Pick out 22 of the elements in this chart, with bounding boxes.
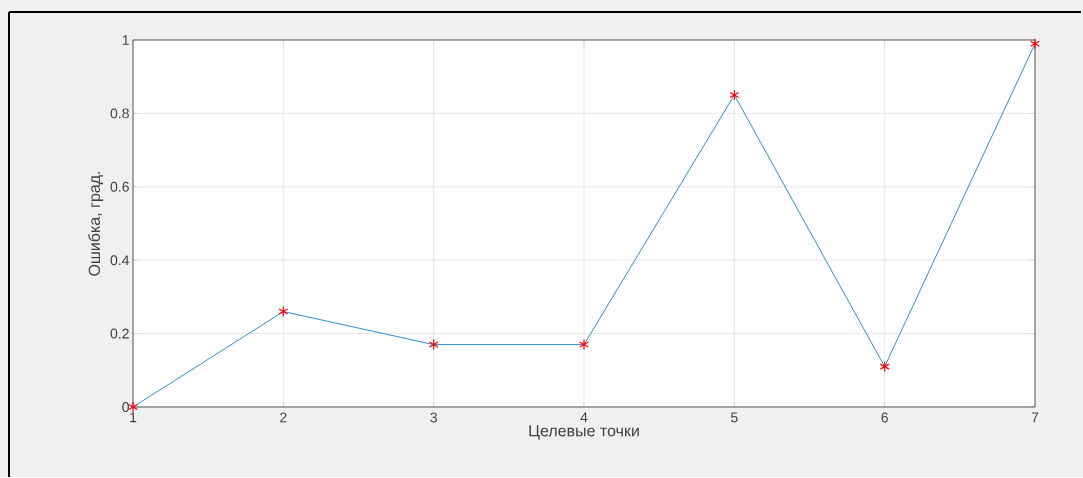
- x-tick-label: 7: [1031, 412, 1039, 423]
- y-tick-label: 0.4: [110, 255, 130, 266]
- point: [428, 339, 439, 351]
- x-tick-label: 3: [430, 412, 437, 423]
- x-tick-label: 2: [280, 412, 287, 423]
- x-tick-label: 4: [580, 412, 588, 423]
- point: [729, 89, 740, 101]
- y-tick-label: 0.6: [110, 181, 129, 192]
- y-tick-label: 0.2: [110, 328, 129, 339]
- x-axis-title: Целевые точки: [529, 425, 639, 440]
- y-tick-label: 0: [122, 402, 129, 412]
- x-tick-label: 5: [731, 412, 738, 423]
- y-tick-label: 1: [122, 35, 129, 45]
- point: [579, 339, 589, 351]
- point: [1030, 38, 1040, 50]
- x-tick-label: 1: [130, 412, 137, 423]
- point: [278, 305, 289, 318]
- point: [879, 361, 890, 373]
- y-tick-label: 0.8: [110, 108, 129, 119]
- line-series: [133, 43, 1035, 407]
- x-tick-label: 6: [881, 412, 888, 423]
- y-axis-title: Ошибка, град.: [88, 171, 104, 276]
